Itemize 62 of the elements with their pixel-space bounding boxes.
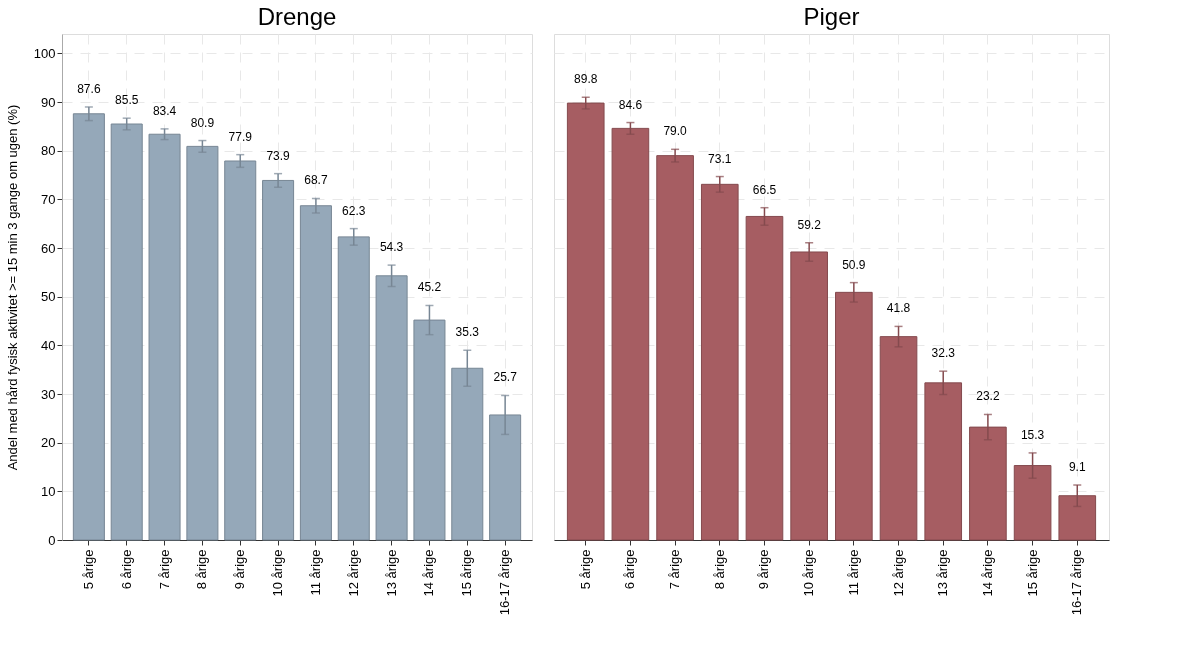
y-tick-label: 100 [33, 45, 56, 61]
data-label: 66.5 [752, 182, 777, 197]
x-tick-label: 9 årige [756, 549, 772, 590]
data-label: 54.3 [379, 240, 404, 255]
x-tick-label: 14 årige [979, 549, 995, 597]
y-tick-label: 60 [41, 240, 56, 256]
data-label: 79.0 [663, 124, 688, 139]
data-label: 25.7 [493, 370, 518, 385]
y-tick-label: 0 [48, 532, 56, 548]
y-tick-label: 50 [41, 289, 56, 305]
x-tick-label: 15 årige [459, 549, 475, 597]
data-label: 87.6 [77, 81, 101, 96]
x-tick-label: 7 årige [667, 549, 683, 590]
x-tick-label: 14 årige [421, 549, 437, 597]
x-tick-label: 8 årige [194, 549, 210, 590]
data-label: 83.4 [152, 103, 177, 118]
data-label: 32.3 [931, 346, 956, 361]
x-tick-label: 8 årige [711, 549, 727, 590]
data-label: 80.9 [190, 115, 215, 130]
data-label: 68.7 [304, 173, 328, 188]
y-tick-label: 30 [41, 386, 56, 402]
x-tick-label: 13 årige [935, 549, 951, 597]
data-label: 35.3 [455, 325, 480, 340]
chart-title: Piger [803, 3, 860, 30]
x-tick-label: 12 årige [345, 549, 361, 597]
data-label: 73.1 [708, 151, 732, 166]
x-tick-label: 15 årige [1024, 549, 1040, 597]
x-tick-label: 12 årige [890, 549, 906, 597]
data-label: 89.8 [574, 72, 598, 87]
x-tick-label: 7 årige [156, 549, 172, 590]
x-tick-label: 10 årige [801, 549, 817, 597]
data-label: 77.9 [228, 129, 253, 144]
y-axis-title: Andel med hård fysisk aktivitet >= 15 min 3 gange om ugen (%) [4, 104, 20, 471]
chart-title: Drenge [257, 3, 337, 30]
x-tick-label: 6 årige [622, 549, 638, 590]
y-tick-label: 80 [41, 143, 56, 159]
x-tick-label: 16-17 årige [1069, 549, 1085, 616]
data-label: 84.6 [618, 97, 643, 112]
data-label: 45.2 [417, 280, 442, 295]
data-label: 15.3 [1020, 427, 1045, 442]
x-tick-label: 13 årige [383, 549, 399, 597]
x-tick-label: 11 årige [845, 549, 861, 596]
x-tick-label: 11 årige [307, 549, 323, 596]
data-label: 62.3 [342, 203, 366, 218]
x-tick-label: 10 årige [270, 549, 286, 597]
y-tick-label: 20 [41, 435, 56, 451]
y-tick-label: 90 [41, 94, 56, 110]
data-label: 85.5 [115, 93, 139, 108]
data-label: 73.9 [266, 148, 291, 163]
x-tick-label: 9 årige [232, 549, 248, 590]
x-tick-label: 16-17 årige [497, 549, 513, 616]
y-tick-label: 70 [41, 191, 56, 207]
data-label: 50.9 [842, 257, 866, 272]
x-tick-label: 6 årige [118, 549, 134, 590]
x-tick-label: 5 årige [577, 549, 593, 590]
data-label: 9.1 [1068, 460, 1086, 475]
data-label: 23.2 [976, 389, 1000, 404]
y-tick-label: 40 [41, 337, 56, 353]
y-tick-label: 10 [41, 483, 56, 499]
data-label: 59.2 [797, 217, 822, 232]
data-label: 41.8 [886, 301, 911, 316]
x-tick-label: 5 årige [80, 549, 96, 590]
